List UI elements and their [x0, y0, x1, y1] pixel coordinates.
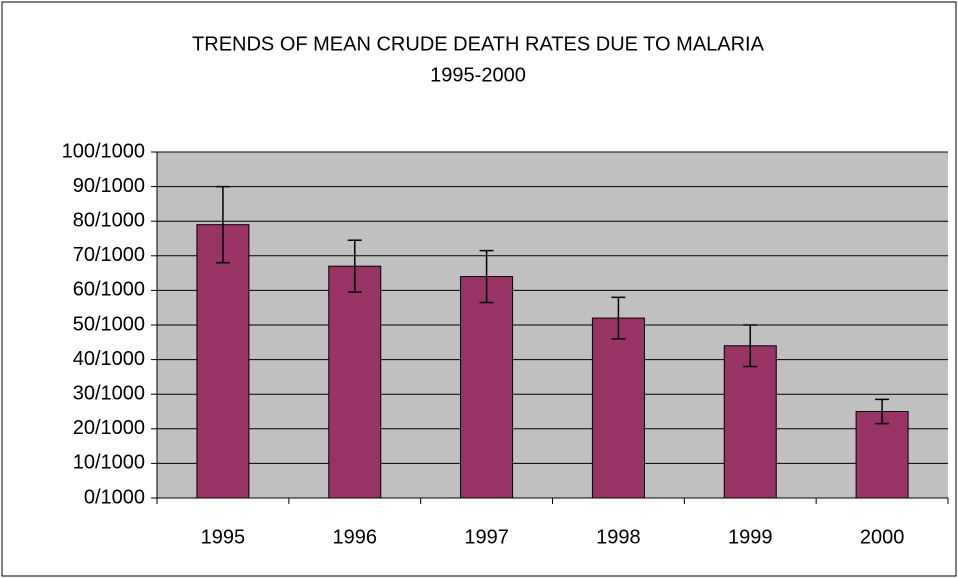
- x-tick-label: 2000: [860, 526, 905, 548]
- bar: [723, 345, 777, 499]
- y-tick-label: 20/1000: [73, 417, 145, 439]
- error-bar: [875, 398, 890, 425]
- x-tick-label: 1995: [201, 526, 246, 548]
- bar: [460, 276, 514, 499]
- bar: [328, 265, 382, 499]
- x-tick-label: 1996: [333, 526, 378, 548]
- bar: [591, 317, 645, 499]
- x-tick-label: 1999: [728, 526, 773, 548]
- y-tick-label: 40/1000: [73, 348, 145, 370]
- bar: [855, 411, 909, 499]
- y-tick-label: 50/1000: [73, 313, 145, 335]
- chart-title: TRENDS OF MEAN CRUDE DEATH RATES DUE TO …: [192, 33, 765, 55]
- y-tick-label: 70/1000: [73, 244, 145, 266]
- y-tick-label: 10/1000: [73, 452, 145, 474]
- y-tick-label: 60/1000: [73, 279, 145, 301]
- bar: [196, 224, 250, 499]
- x-tick-label: 1997: [464, 526, 509, 548]
- error-bar: [215, 185, 230, 264]
- y-tick-label: 90/1000: [73, 175, 145, 197]
- error-bar: [743, 324, 758, 368]
- y-tick-label: 30/1000: [73, 382, 145, 404]
- y-tick-label: 100/1000: [62, 140, 145, 162]
- x-tick-label: 1998: [596, 526, 641, 548]
- chart-subtitle: 1995-2000: [430, 64, 526, 86]
- error-bar: [611, 296, 626, 340]
- y-tick-label: 80/1000: [73, 209, 145, 231]
- error-bar: [347, 239, 362, 293]
- y-tick-label: 0/1000: [84, 486, 145, 508]
- error-bar: [479, 249, 494, 304]
